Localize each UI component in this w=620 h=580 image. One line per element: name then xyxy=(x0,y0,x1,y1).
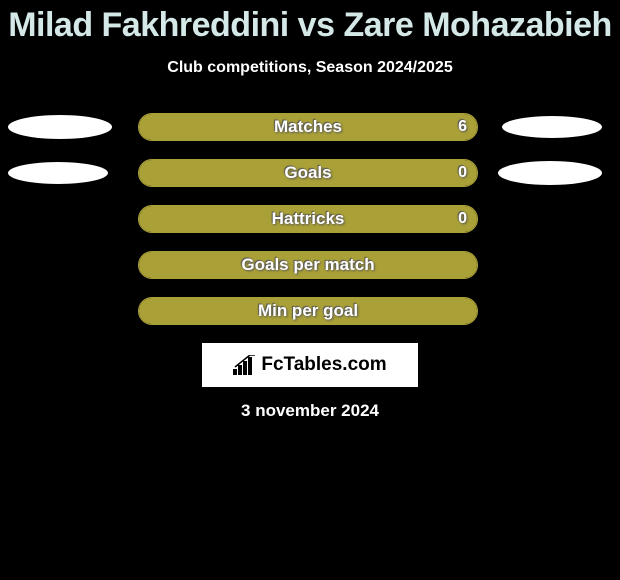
stat-row: Goals per match xyxy=(0,251,620,279)
bar-track: Matches6 xyxy=(138,113,478,141)
stat-row: Hattricks0 xyxy=(0,205,620,233)
player-ellipse-right xyxy=(498,161,602,185)
bar-value: 0 xyxy=(458,210,467,228)
bar-track: Goals per match xyxy=(138,251,478,279)
bar-label: Matches xyxy=(139,117,477,137)
page-title: Milad Fakhreddini vs Zare Mohazabieh xyxy=(0,0,620,45)
page-subtitle: Club competitions, Season 2024/2025 xyxy=(0,59,620,77)
stat-row: Matches6 xyxy=(0,113,620,141)
bar-value: 0 xyxy=(458,164,467,182)
bar-track: Hattricks0 xyxy=(138,205,478,233)
bar-label: Hattricks xyxy=(139,209,477,229)
player-ellipse-left xyxy=(8,115,112,139)
logo-text: FcTables.com xyxy=(261,354,386,376)
date-label: 3 november 2024 xyxy=(0,401,620,421)
bar-track: Min per goal xyxy=(138,297,478,325)
player-ellipse-left xyxy=(8,162,108,184)
bar-value: 6 xyxy=(458,118,467,136)
player-ellipse-right xyxy=(502,116,602,138)
bar-track: Goals0 xyxy=(138,159,478,187)
logo-box: FcTables.com xyxy=(202,343,418,387)
stat-row: Goals0 xyxy=(0,159,620,187)
stat-row: Min per goal xyxy=(0,297,620,325)
bar-label: Min per goal xyxy=(139,301,477,321)
chart-icon xyxy=(233,355,257,375)
bar-label: Goals per match xyxy=(139,255,477,275)
stats-rows: Matches6Goals0Hattricks0Goals per matchM… xyxy=(0,113,620,325)
bar-label: Goals xyxy=(139,163,477,183)
